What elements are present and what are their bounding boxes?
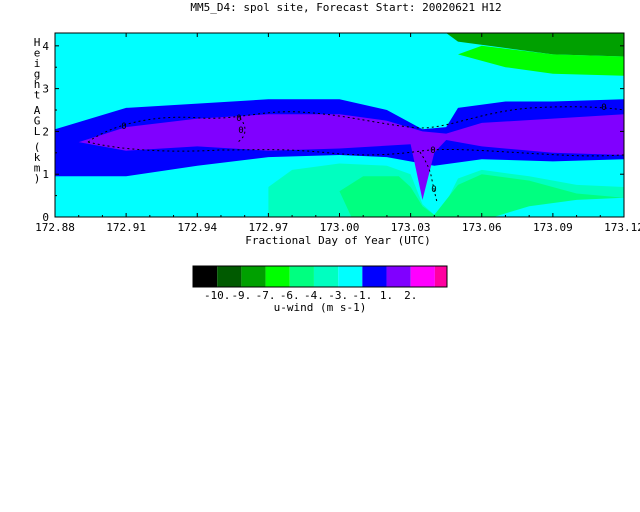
colorbar-label: u-wind (m s-1) bbox=[274, 301, 367, 314]
x-tick-label: 173.03 bbox=[391, 221, 431, 234]
colorbar-swatch bbox=[265, 266, 290, 287]
y-tick-label: 1 bbox=[42, 168, 49, 181]
colorbar-swatch bbox=[386, 266, 411, 287]
chart-title: MM5_D4: spol site, Forecast Start: 20020… bbox=[190, 1, 501, 14]
colorbar-swatch bbox=[362, 266, 387, 287]
x-tick-label: 173.00 bbox=[320, 221, 360, 234]
y-tick-label: 4 bbox=[42, 40, 49, 53]
y-axis: 0 1 2 3 4 bbox=[42, 40, 624, 224]
zero-contours bbox=[87, 106, 624, 203]
colorbar-tick-label: -6. bbox=[280, 289, 300, 302]
colorbar-frame bbox=[192, 265, 448, 288]
x-tick-label: 172.91 bbox=[106, 221, 146, 234]
zero-contour-upper bbox=[87, 106, 624, 143]
y-tick-label: 0 bbox=[42, 211, 49, 224]
colorbar-tick-label: -3. bbox=[328, 289, 348, 302]
level-region bbox=[446, 33, 624, 57]
contour-label: 0 bbox=[238, 126, 243, 136]
colorbar-tick-label: 2. bbox=[404, 289, 417, 302]
colorbar-swatch bbox=[410, 266, 435, 287]
level-region bbox=[78, 114, 624, 200]
y-tick-label: 3 bbox=[42, 83, 49, 96]
zero-contour-lower bbox=[87, 141, 624, 157]
level-region bbox=[493, 197, 624, 217]
x-tick-label: 172.97 bbox=[249, 221, 289, 234]
contour-label: 0 bbox=[236, 114, 241, 124]
colorbar-tick-label: -1. bbox=[352, 289, 372, 302]
level-region bbox=[458, 45, 624, 76]
colorbar-tick-label: -7. bbox=[256, 289, 276, 302]
x-tick-label: 173.06 bbox=[462, 221, 502, 234]
colorbar-swatch bbox=[338, 266, 363, 287]
colorbar-swatch bbox=[434, 266, 447, 287]
zero-contour-stem bbox=[419, 151, 438, 203]
x-tick-label: 172.88 bbox=[35, 221, 75, 234]
colorbar-tick-label: -4. bbox=[304, 289, 324, 302]
colorbar-swatch bbox=[193, 266, 218, 287]
colorbar: -10. -9. -7. -6. -4. -3. -1. 1. 2. bbox=[192, 265, 448, 302]
colorbar-swatch bbox=[313, 266, 339, 287]
contour-label: 0 bbox=[121, 122, 126, 132]
contour-label: 0 bbox=[430, 146, 435, 156]
y-tick-label: 2 bbox=[42, 125, 49, 138]
colorbar-tick-label: -10. bbox=[204, 289, 231, 302]
contour-labels: 0 0 0 0 0 0 bbox=[121, 103, 606, 195]
x-tick-label: 172.94 bbox=[177, 221, 217, 234]
contour-label: 0 bbox=[431, 185, 436, 195]
x-axis: 172.88 172.91 172.94 172.97 173.00 173.03 173.… bbox=[35, 33, 640, 234]
x-axis-label: Fractional Day of Year (UTC) bbox=[245, 234, 430, 247]
colorbar-tick-label: 1. bbox=[380, 289, 393, 302]
x-tick-label: 173.12 bbox=[604, 221, 640, 234]
colorbar-swatch bbox=[241, 266, 266, 287]
colorbar-tick-label: -9. bbox=[231, 289, 251, 302]
contour-field bbox=[55, 33, 624, 217]
colorbar-swatch bbox=[289, 266, 314, 287]
colorbar-swatch bbox=[217, 266, 242, 287]
x-tick-label: 173.09 bbox=[533, 221, 573, 234]
contour-label: 0 bbox=[601, 103, 606, 113]
